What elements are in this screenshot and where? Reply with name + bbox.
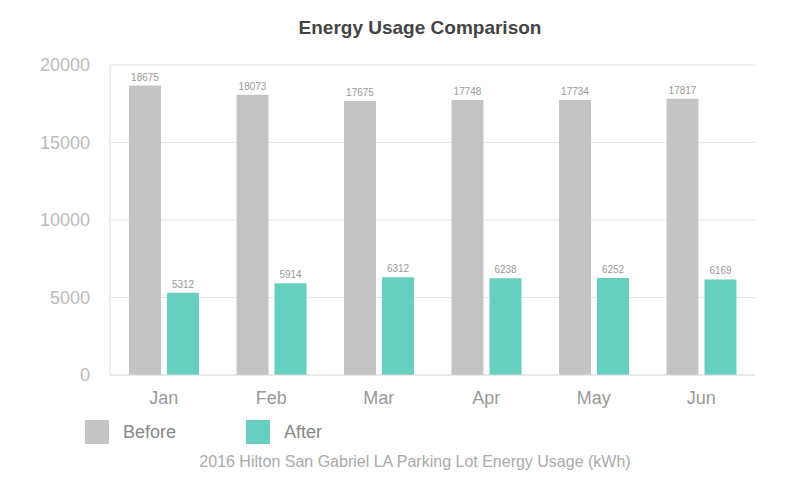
html-text:After: After — [284, 421, 323, 442]
svg-text:5914: 5914 — [279, 269, 302, 280]
svg-text:10000: 10000 — [40, 210, 90, 230]
svg-text:6238: 6238 — [494, 264, 517, 275]
html-text:Energy Usage Comparison: Energy Usage Comparison — [298, 17, 542, 38]
html-text:2016 Hilton San Gabriel LA Par: 2016 Hilton San Gabriel LA Parking Lot E… — [199, 453, 631, 470]
svg-text:17817: 17817 — [669, 85, 697, 96]
svg-text:Jan: Jan — [149, 388, 178, 408]
svg-text:May: May — [577, 388, 611, 408]
svg-text:0: 0 — [80, 365, 90, 385]
svg-text:15000: 15000 — [40, 133, 90, 153]
svg-text:5312: 5312 — [172, 279, 195, 290]
svg-text:Apr: Apr — [472, 388, 500, 408]
svg-text:Feb: Feb — [256, 388, 287, 408]
svg-text:17748: 17748 — [454, 86, 482, 97]
svg-text:18073: 18073 — [239, 81, 267, 92]
html-text:Before: Before — [123, 421, 176, 442]
svg-text:6252: 6252 — [602, 264, 625, 275]
svg-text:20000: 20000 — [40, 55, 90, 75]
svg-text:18675: 18675 — [131, 72, 159, 83]
svg-text:Mar: Mar — [363, 388, 394, 408]
svg-text:17675: 17675 — [346, 87, 374, 98]
svg-text:6169: 6169 — [709, 265, 732, 276]
svg-text:6312: 6312 — [387, 263, 410, 274]
svg-text:5000: 5000 — [50, 288, 90, 308]
svg-text:17734: 17734 — [561, 86, 589, 97]
svg-text:Jun: Jun — [687, 388, 716, 408]
